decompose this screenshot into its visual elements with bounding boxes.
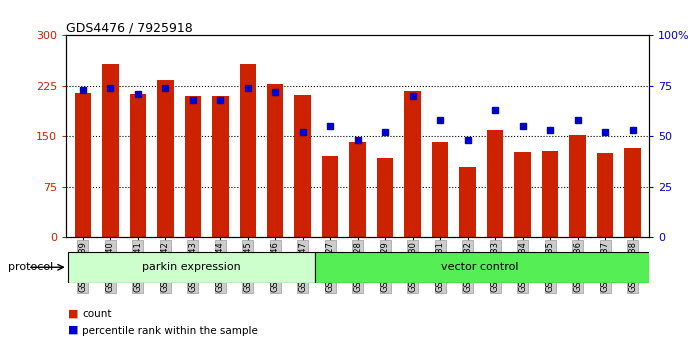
Text: vector control: vector control xyxy=(441,262,519,272)
Bar xyxy=(377,158,394,237)
Bar xyxy=(459,167,476,237)
Bar xyxy=(315,252,660,282)
Text: ■: ■ xyxy=(68,308,78,318)
Bar xyxy=(570,135,586,237)
Bar xyxy=(130,94,146,237)
Bar xyxy=(322,156,339,237)
Bar xyxy=(514,153,531,237)
Text: ■: ■ xyxy=(68,325,78,335)
Text: GDS4476 / 7925918: GDS4476 / 7925918 xyxy=(66,21,193,34)
Text: protocol: protocol xyxy=(8,262,54,272)
Bar xyxy=(239,64,256,237)
Bar xyxy=(625,148,641,237)
Bar xyxy=(295,95,311,237)
Bar xyxy=(542,151,558,237)
Bar xyxy=(68,252,315,282)
Bar xyxy=(404,91,421,237)
Text: parkin expression: parkin expression xyxy=(142,262,241,272)
Bar xyxy=(597,153,614,237)
Text: count: count xyxy=(82,309,112,319)
Bar xyxy=(157,80,174,237)
Bar xyxy=(75,92,91,237)
Bar xyxy=(212,96,228,237)
Bar xyxy=(432,142,448,237)
Bar xyxy=(487,130,503,237)
Text: percentile rank within the sample: percentile rank within the sample xyxy=(82,326,258,336)
Bar xyxy=(267,84,283,237)
Bar xyxy=(184,96,201,237)
Bar xyxy=(350,142,366,237)
Bar xyxy=(102,64,119,237)
